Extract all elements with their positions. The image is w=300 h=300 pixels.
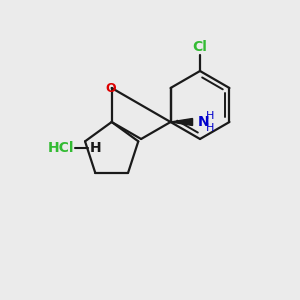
- Text: N: N: [198, 115, 209, 129]
- Polygon shape: [171, 118, 193, 125]
- Text: H: H: [206, 123, 214, 133]
- Text: O: O: [105, 82, 116, 94]
- Text: HCl: HCl: [48, 141, 74, 155]
- Text: Cl: Cl: [193, 40, 207, 54]
- Text: H: H: [90, 141, 102, 155]
- Text: H: H: [206, 111, 214, 121]
